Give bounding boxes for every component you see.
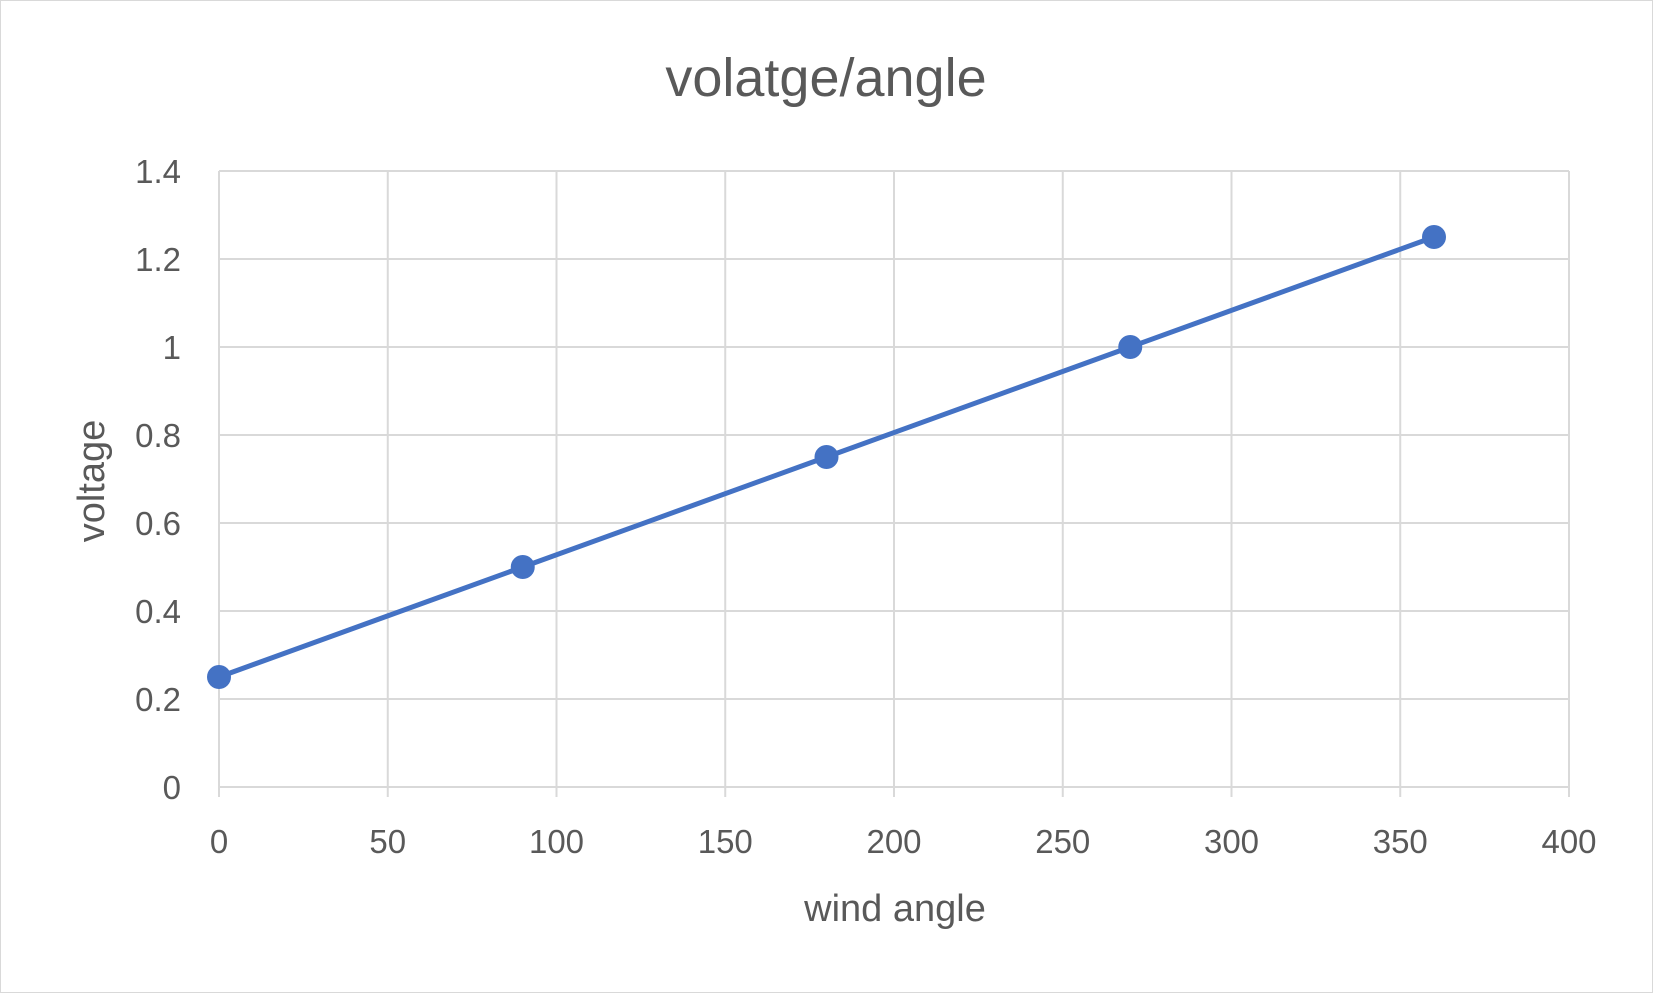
x-tick-label: 300 (1204, 823, 1259, 860)
x-axis-title: wind angle (803, 888, 986, 930)
y-tick-label: 1.4 (135, 153, 181, 190)
data-series (207, 225, 1446, 689)
x-tick-label: 400 (1541, 823, 1596, 860)
data-point (207, 665, 231, 689)
x-tick-label: 250 (1035, 823, 1090, 860)
data-point (814, 445, 839, 469)
data-point (510, 555, 535, 579)
y-tick-label: 1 (163, 329, 181, 366)
y-tick-label: 0 (163, 769, 181, 806)
x-tick-label: 350 (1373, 823, 1428, 860)
x-tick-label: 50 (369, 823, 406, 860)
data-point (1422, 225, 1446, 249)
y-axis-title: voltage (71, 420, 113, 543)
gridlines (218, 170, 1570, 797)
y-tick-label: 1.2 (135, 241, 181, 278)
x-tick-label: 100 (529, 823, 584, 860)
x-tick-label: 150 (698, 823, 753, 860)
x-tick-label: 200 (866, 823, 921, 860)
chart-title: volatge/angle (665, 48, 986, 108)
y-tick-label: 0.2 (135, 681, 181, 718)
y-tick-label: 0.8 (135, 417, 181, 454)
data-point (1118, 335, 1143, 359)
x-axis-ticks: 0 50 100 150 200 250 300 350 400 (210, 823, 1597, 860)
y-axis-ticks: 0 0.2 0.4 0.6 0.8 1 1.2 1.4 (135, 153, 181, 806)
y-tick-label: 0.6 (135, 505, 181, 542)
x-tick-label: 0 (210, 823, 228, 860)
y-tick-label: 0.4 (135, 593, 181, 630)
